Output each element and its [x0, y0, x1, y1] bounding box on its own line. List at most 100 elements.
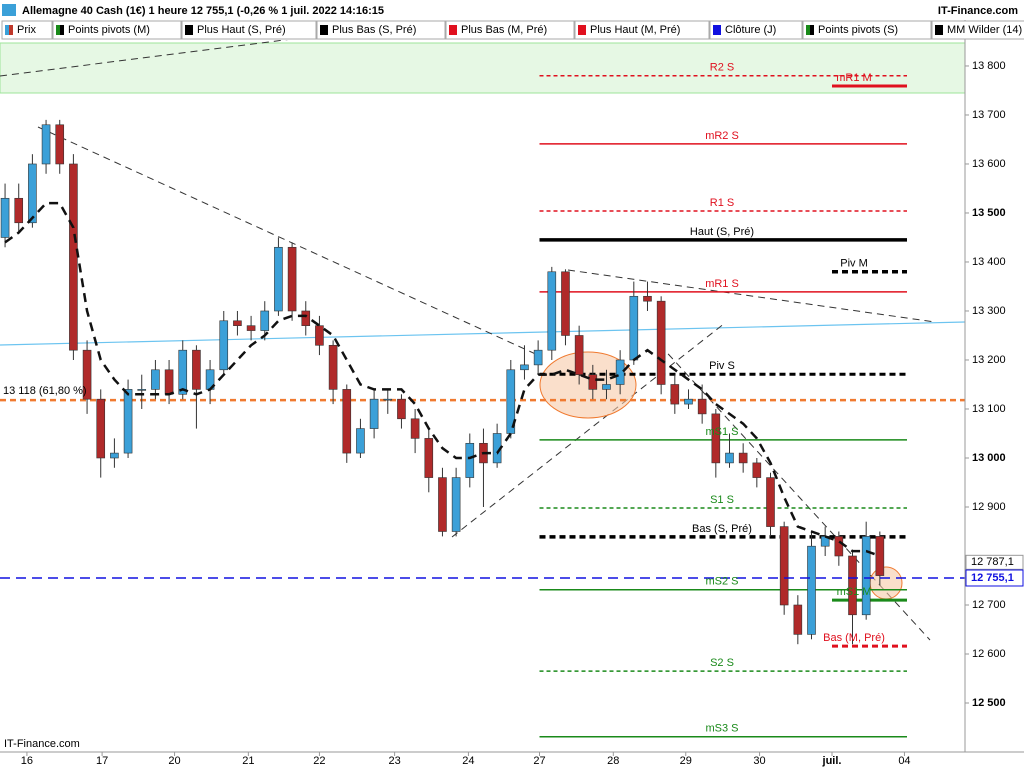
- candle-body: [465, 442, 475, 478]
- candle-body: [520, 364, 529, 371]
- level-label: Bas (S, Pré): [692, 523, 752, 535]
- x-tick-label: 28: [607, 755, 619, 767]
- level-label: R2 S: [710, 62, 734, 74]
- legend-item: Points pivots (M): [52, 20, 182, 40]
- level-label: mR2 S: [705, 130, 739, 142]
- candle-body: [861, 536, 871, 616]
- candle-body: [670, 384, 680, 405]
- level-label: mS1 M: [837, 586, 872, 598]
- moving-average: [4, 201, 881, 558]
- candle-body: [178, 349, 188, 395]
- y-tick-label: 13 400: [972, 256, 1006, 268]
- candle-body: [656, 300, 666, 385]
- legend-label: Clôture (J): [725, 24, 776, 36]
- legend-swatch: [56, 25, 60, 35]
- legend-item: Points pivots (S): [802, 20, 932, 40]
- candle-body: [69, 163, 78, 351]
- candle-body: [164, 369, 174, 395]
- level-label: mR1 S: [705, 278, 739, 290]
- candle-body: [315, 325, 324, 346]
- candle-body: [438, 477, 447, 532]
- x-tick-label: 21: [242, 755, 254, 767]
- y-tick-label: 12 600: [972, 648, 1006, 660]
- y-tick-label: 13 700: [972, 109, 1006, 121]
- y-tick-label: 13 800: [972, 60, 1006, 72]
- legend-label: MM Wilder (14): [947, 24, 1022, 36]
- legend-box: [802, 20, 932, 40]
- highlight: [539, 351, 637, 419]
- candle-body: [342, 389, 352, 454]
- legend-box: [931, 20, 1024, 40]
- candle-body: [410, 418, 420, 439]
- x-tick-label: 30: [753, 755, 765, 767]
- legend-box: [709, 20, 803, 40]
- footer: IT-Finance.com: [4, 738, 80, 750]
- legend-swatch: [939, 25, 943, 35]
- level-label: mR1 M: [836, 72, 871, 84]
- x-tick-label: 20: [168, 755, 180, 767]
- legend-label: Prix: [17, 24, 36, 36]
- trendline: [567, 269, 936, 323]
- legend-swatch: [185, 25, 189, 35]
- legend-item: Plus Bas (M, Pré): [445, 20, 575, 40]
- candle-body: [192, 349, 201, 390]
- candle-body: [55, 124, 65, 165]
- candle-body: [588, 374, 598, 390]
- trendline: [37, 126, 541, 357]
- trendline: [0, 40, 289, 77]
- candle-body: [328, 344, 338, 390]
- candle-body: [697, 398, 707, 415]
- legend-label: Plus Haut (S, Pré): [197, 24, 286, 36]
- legend-swatch: [806, 25, 810, 35]
- candle-body: [752, 462, 762, 478]
- level-label: Bas (M, Pré): [823, 632, 885, 644]
- candle-body: [356, 428, 365, 454]
- legend-item: Prix: [1, 20, 53, 40]
- legend-item: Clôture (J): [709, 20, 803, 40]
- candle-body: [533, 349, 543, 366]
- candle-body: [725, 452, 734, 464]
- price-label: 12 787,1: [971, 556, 1014, 568]
- legend-box: [445, 20, 575, 40]
- y-tick-label: 13 500: [972, 207, 1006, 219]
- legend-label: Plus Bas (M, Pré): [461, 24, 547, 36]
- y-tick-label: 13 200: [972, 354, 1006, 366]
- level-label: R1 S: [710, 197, 734, 209]
- legend-label: Points pivots (S): [818, 24, 898, 36]
- candle-body: [766, 477, 775, 527]
- y-tick-label: 12 900: [972, 501, 1006, 513]
- legend-swatch: [9, 25, 13, 35]
- zone: [0, 42, 966, 94]
- candle-body: [233, 320, 242, 326]
- level-label: Piv S: [709, 360, 735, 372]
- legend-swatch: [449, 25, 453, 35]
- candle-body: [574, 335, 584, 375]
- candle-body: [779, 526, 789, 606]
- candle-body: [602, 384, 611, 390]
- y-tick-label: 13 600: [972, 158, 1006, 170]
- x-tick-label: 17: [96, 755, 108, 767]
- icon: [2, 4, 16, 16]
- legend-box: [181, 20, 317, 40]
- y-tick-label: 12 500: [972, 697, 1006, 709]
- price-box: [965, 554, 1024, 570]
- candle-body: [684, 398, 693, 405]
- candle-body: [96, 398, 106, 459]
- candle-body: [506, 369, 516, 434]
- x-tick-label: 22: [313, 755, 325, 767]
- candle-body: [219, 320, 229, 371]
- candle-body: [82, 349, 92, 400]
- level-label: mS3 S: [705, 723, 738, 735]
- candle-body: [287, 246, 297, 312]
- candle-body: [110, 452, 119, 459]
- title: Allemagne 40 Cash (1€) 1 heure 12 755,1 …: [22, 5, 384, 17]
- legend-item: MM Wilder (14): [931, 20, 1024, 40]
- y-tick-label: 13 300: [972, 305, 1006, 317]
- price-label: 12 755,1: [971, 572, 1014, 584]
- candle-body: [41, 124, 51, 165]
- legend-label: Plus Haut (M, Pré): [590, 24, 680, 36]
- y-tick-label: 13 000: [972, 452, 1006, 464]
- candle-body: [369, 398, 379, 429]
- legend-swatch: [60, 25, 64, 35]
- candle-body: [424, 438, 434, 478]
